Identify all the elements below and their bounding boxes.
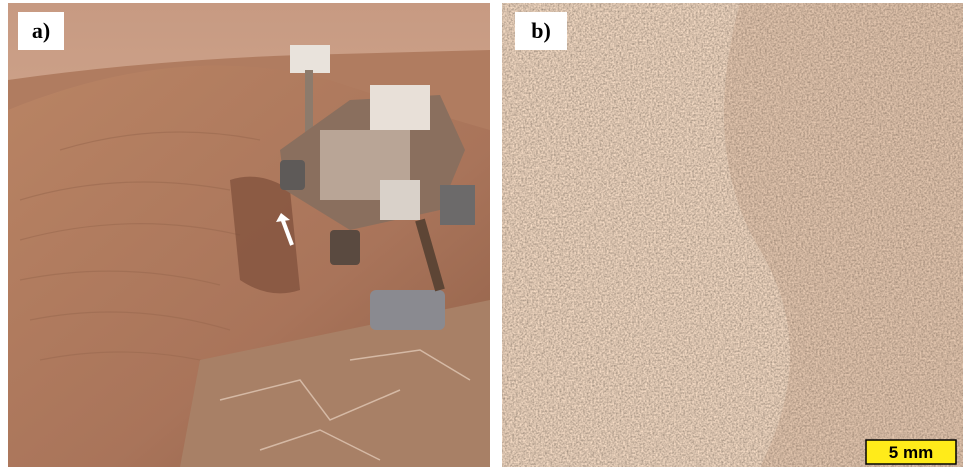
panel-b-photo [502, 3, 963, 467]
panel-a-photo [8, 3, 490, 467]
panel-label: a) [32, 18, 50, 43]
scale-bar [865, 439, 957, 465]
scale-bar-label: 5 mm [889, 443, 933, 462]
label-box [18, 12, 64, 50]
label-box [515, 12, 567, 50]
panel-label: b) [531, 18, 551, 43]
rover [280, 45, 475, 330]
